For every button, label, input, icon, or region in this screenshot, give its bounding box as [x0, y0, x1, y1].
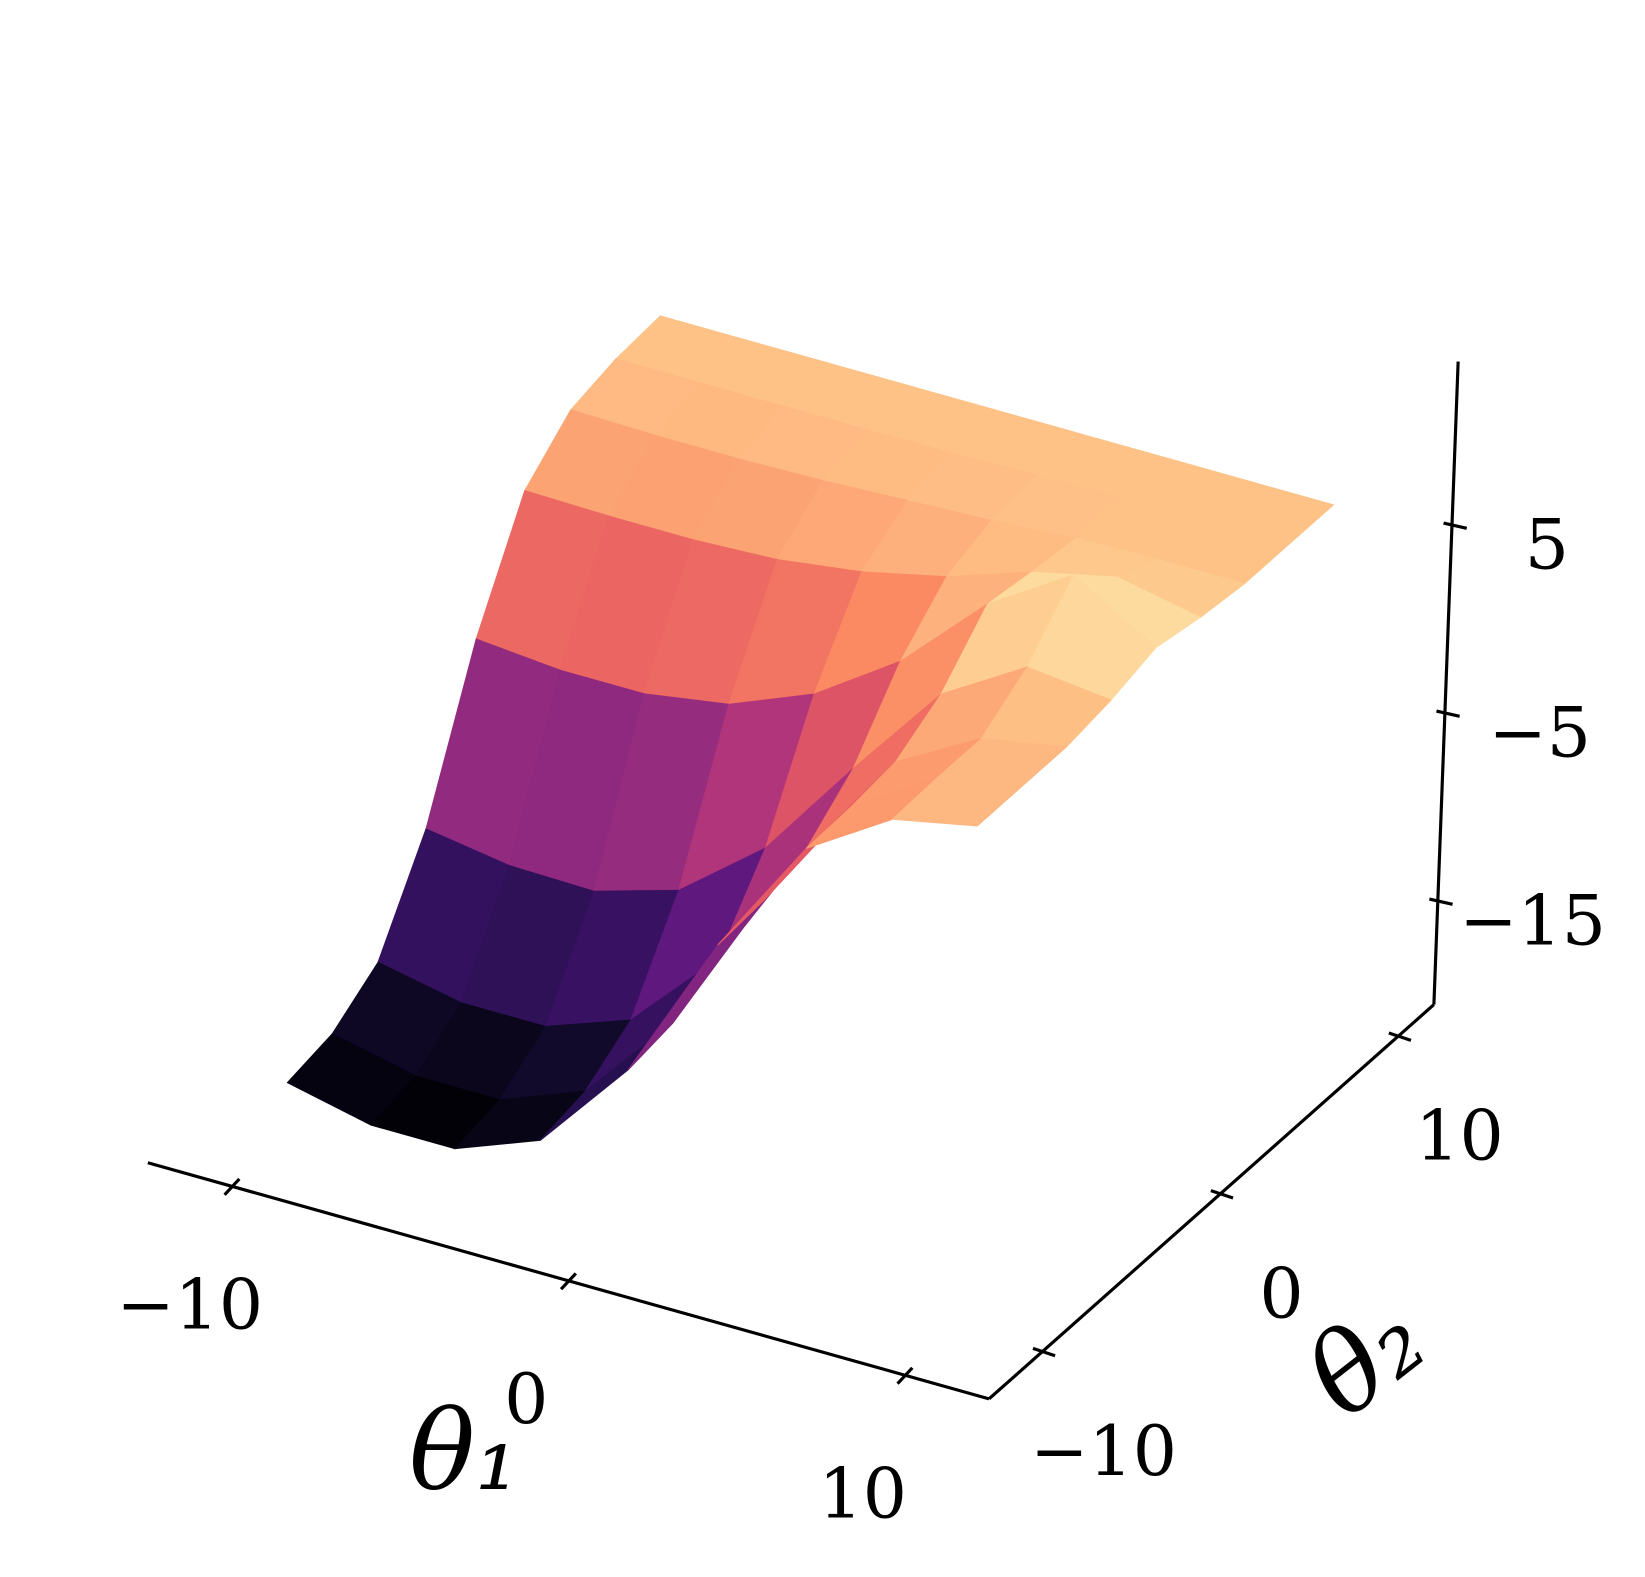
y-tick: [1032, 1346, 1056, 1358]
surface: [286, 315, 1335, 1150]
y-axis-label: θ₂: [1282, 1274, 1447, 1443]
z-tick: [1436, 709, 1461, 718]
z-tick-label: −15: [1459, 880, 1606, 961]
x-tick-label: 10: [819, 1454, 908, 1535]
y-tick: [1388, 1031, 1412, 1042]
x-tick-label: 0: [504, 1359, 548, 1440]
axis-line: [988, 1003, 1435, 1401]
z-tick: [1443, 521, 1468, 530]
axes: −10 0 10 −10 0 10 −15 −5 5 θ₁ θ₂: [116, 361, 1606, 1535]
z-tick: [1429, 897, 1453, 906]
x-tick: [896, 1366, 914, 1385]
y-tick-label: 0: [1259, 1253, 1303, 1334]
x-axis-label: θ₁: [409, 1387, 519, 1515]
x-tick-label: −10: [116, 1265, 263, 1346]
surface-facet: [891, 777, 1023, 827]
y-tick-label: −10: [1030, 1411, 1177, 1492]
y-tick-label: 10: [1415, 1096, 1504, 1177]
z-tick-label: −5: [1488, 692, 1591, 773]
x-tick: [223, 1177, 241, 1196]
x-tick: [559, 1272, 577, 1291]
z-tick-label: 5: [1525, 504, 1569, 585]
axis-line: [1432, 361, 1460, 1005]
y-tick: [1210, 1189, 1234, 1200]
